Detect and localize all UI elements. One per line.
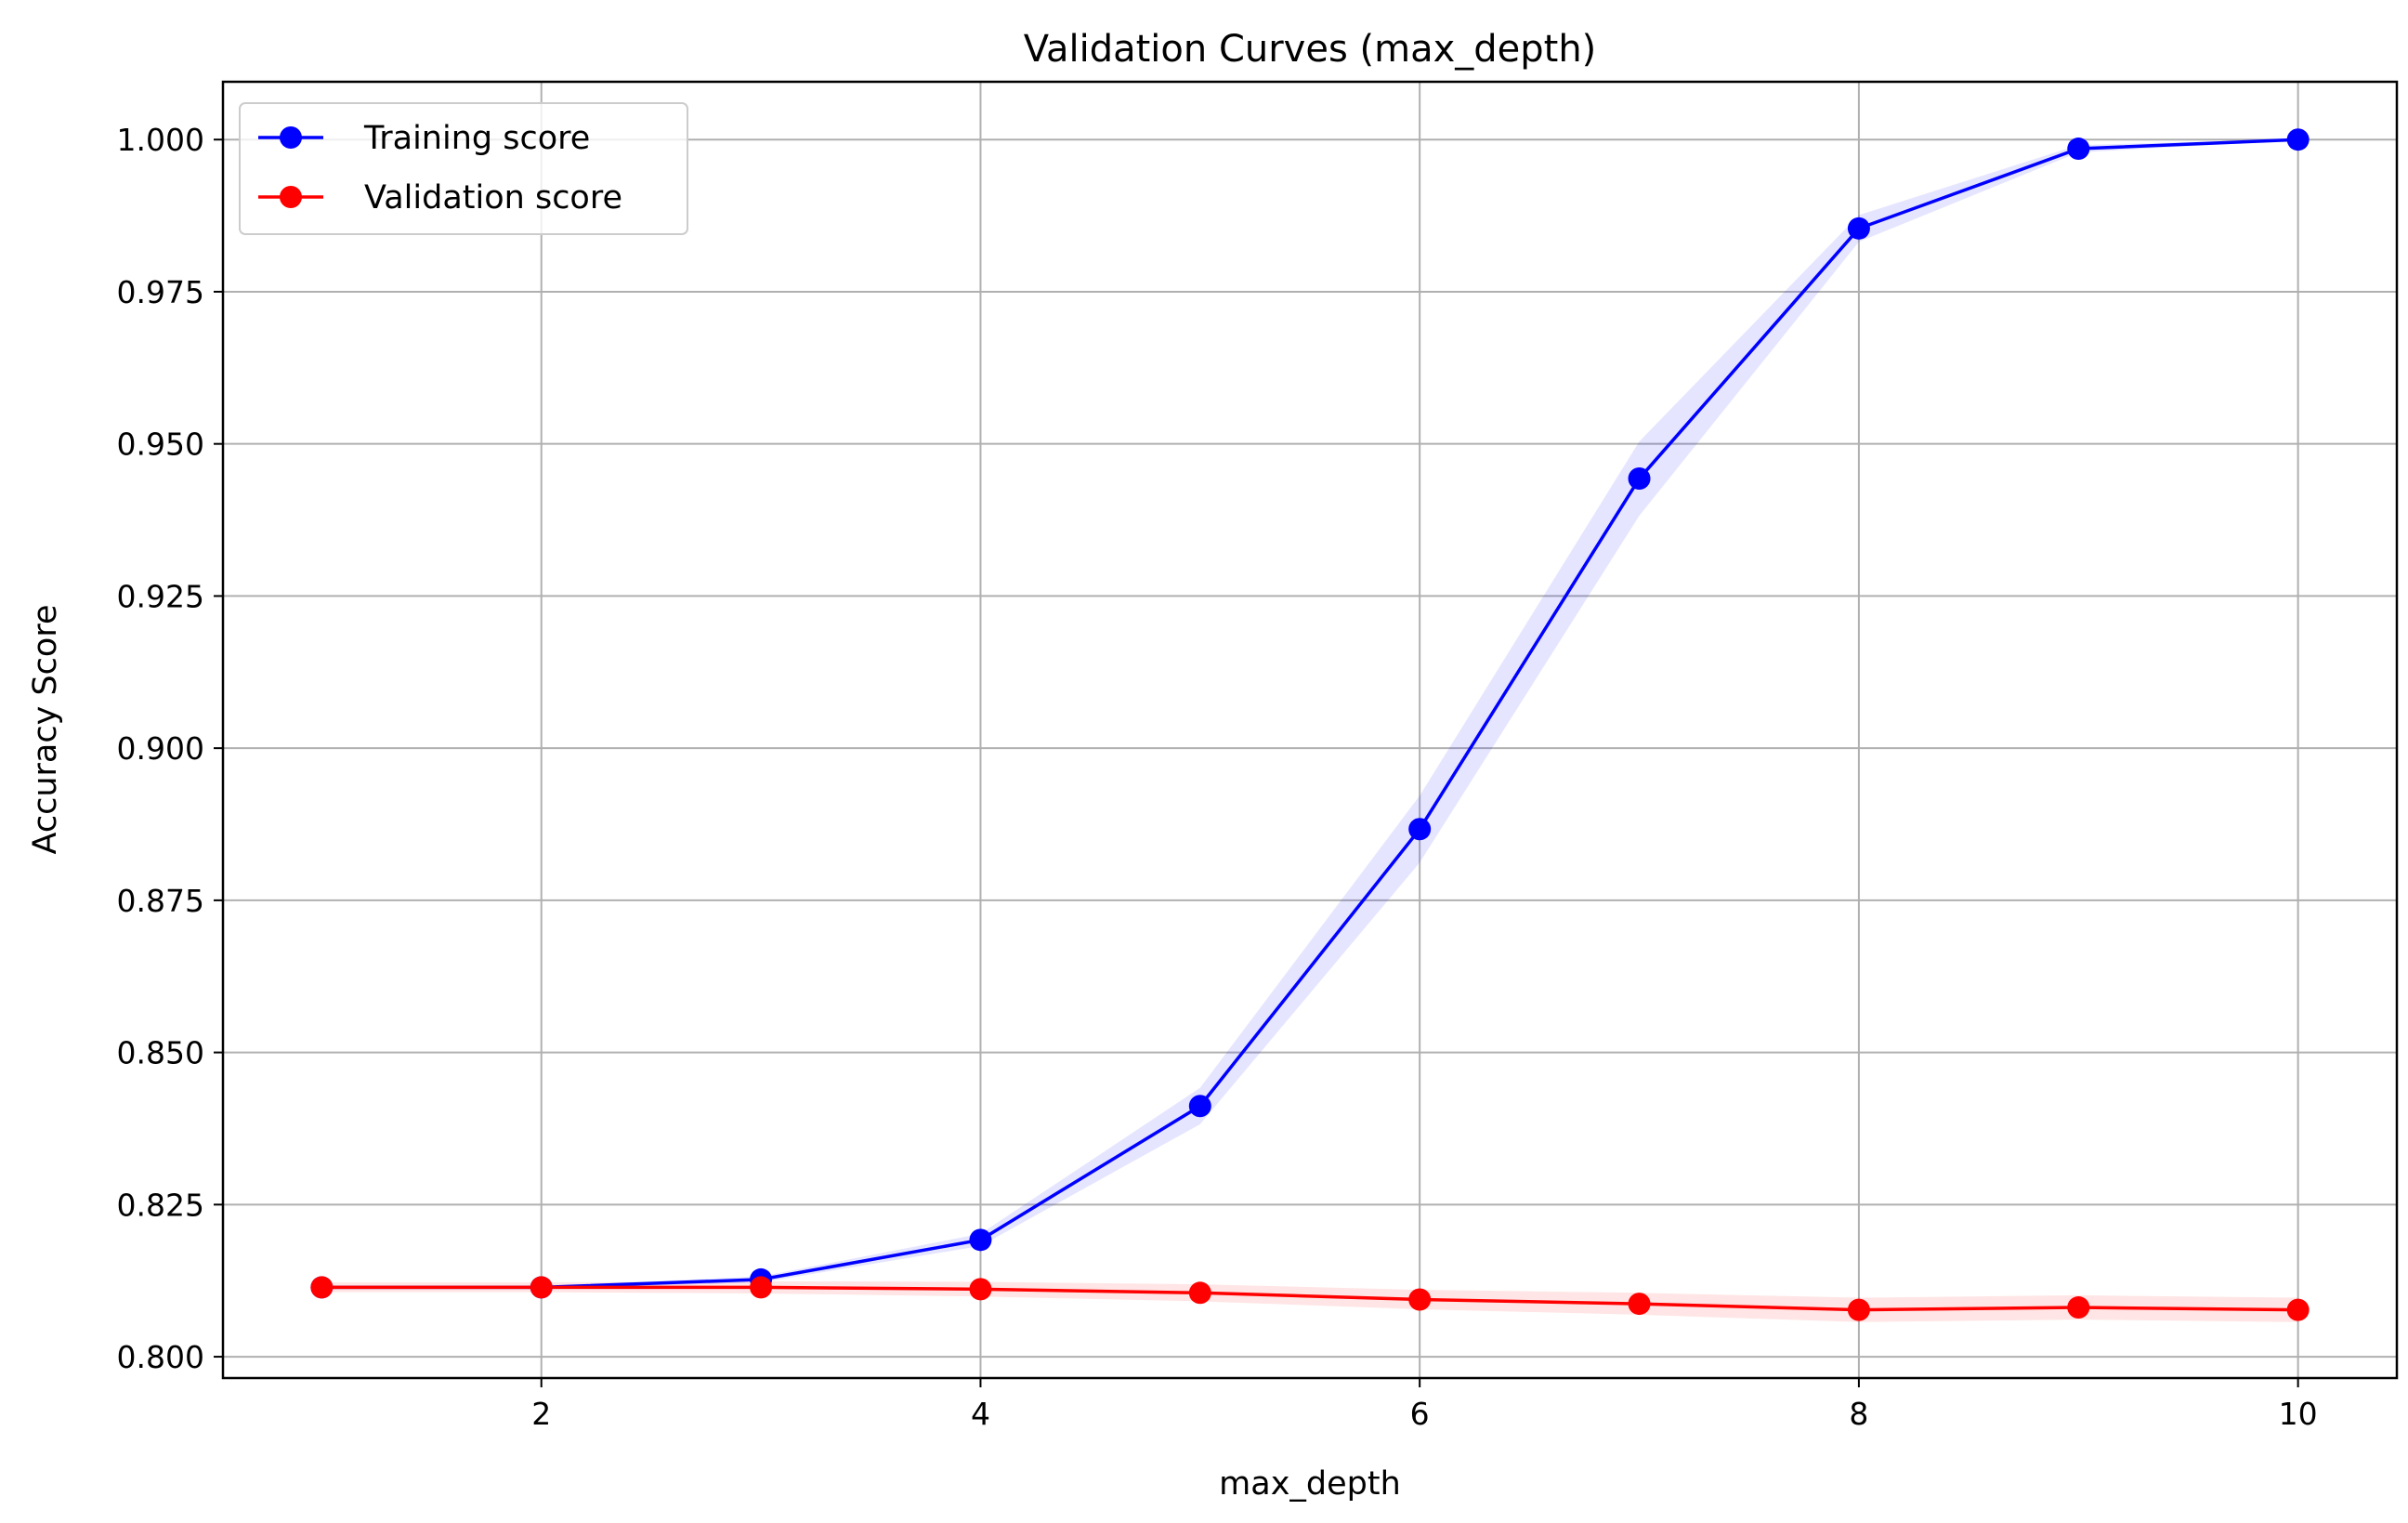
y-tick-label: 0.800 [117,1339,204,1375]
x-tick-label: 6 [1410,1396,1430,1432]
validation-score-point [1628,1293,1651,1316]
y-tick-label: 0.925 [117,578,204,614]
training-score-point [2067,138,2090,161]
training-score-point [1188,1095,1211,1118]
y-axis-label: Accuracy Score [27,605,64,855]
y-tick-label: 0.900 [117,730,204,767]
series-lines [321,138,2298,1312]
validation-score-point [2067,1296,2090,1319]
x-tick-label: 10 [2279,1396,2318,1432]
legend-validation-marker [280,186,302,208]
legend: Training score Validation score [239,102,688,235]
validation-score-point [969,1278,992,1301]
validation-score-line [321,1285,2298,1312]
validation-score-band [321,1280,2298,1322]
validation-score-point [1847,1298,1870,1321]
validation-score-point [2286,1298,2310,1321]
plot-area-frame [221,80,2399,1380]
training-score-point [1847,217,1870,240]
y-tick-label: 0.950 [117,427,204,463]
validation-score-point [750,1276,773,1299]
legend-training-marker [280,126,302,149]
x-tick-label: 2 [531,1396,551,1432]
x-axis-label: max_depth [1219,1465,1401,1503]
validation-score-point [1408,1288,1432,1311]
x-tick-label: 4 [971,1396,990,1432]
y-tick-label: 0.875 [117,883,204,919]
series-markers [310,128,2310,1321]
x-tick-label: 8 [1849,1396,1868,1432]
training-score-point [2286,128,2310,151]
training-score-point [1408,818,1432,841]
validation-score-point [310,1276,334,1299]
training-score-point [1628,467,1651,491]
axis-ticks: 2 4 6 8 10 0.800 0.825 0.850 0.875 0.900 0.925 0.95… [117,122,2318,1432]
validation-score-point [1188,1281,1211,1305]
validation-score-point [530,1276,553,1299]
legend-training-label: Training score [363,120,590,157]
training-score-point [969,1228,992,1252]
legend-validation-label: Validation score [364,179,622,217]
legend-box [239,102,688,235]
training-score-line [321,138,2298,1290]
chart-title: Validation Curves (max_depth) [1024,28,1597,71]
y-tick-label: 0.975 [117,274,204,310]
grid-lines [223,82,2397,1378]
confidence-bands [321,138,2298,1322]
y-tick-label: 0.825 [117,1187,204,1223]
y-tick-label: 1.000 [117,122,204,158]
y-tick-label: 0.850 [117,1035,204,1071]
